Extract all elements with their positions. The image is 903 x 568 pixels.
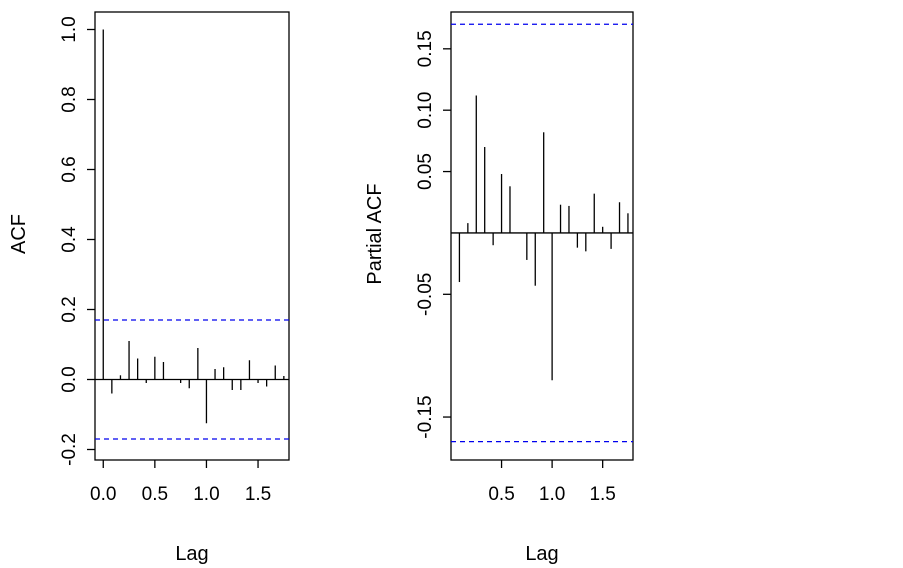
acf-y-tick-label: 0.4 [59,226,80,253]
pacf-y-tick-label: -0.05 [415,273,436,316]
acf-y-tick-label: 0.6 [59,156,80,182]
pacf-y-tick-label: 0.15 [415,30,436,67]
acf-y-tick-label: 0.2 [59,296,80,322]
pacf-x-tick-label: 0.5 [488,484,514,505]
pacf-x-axis-title: Lag [525,543,558,565]
pacf-x-tick-label: 1.0 [539,484,565,505]
acf-x-tick-label: 1.5 [245,484,271,505]
pacf-x-tick-label: 1.5 [589,484,615,505]
acf-x-tick-label: 0.5 [142,484,168,505]
pacf-y-axis-title: Partial ACF [364,183,386,284]
pacf-panel: 0.5 1.0 1.5 -0.15 -0.05 0.05 0.10 0.15 Lag Partia… [364,11,634,565]
acf-x-tick-label: 0.0 [90,484,116,505]
acf-x-tick-label: 1.0 [193,484,219,505]
acf-y-tick-label: 0.8 [59,86,80,112]
acf-plot-frame [94,11,290,461]
acf-y-tick-label: 1.0 [59,16,80,42]
pacf-plot-frame [450,11,634,461]
acf-y-axis-title: ACF [8,214,30,254]
acf-x-axis-title: Lag [175,543,208,565]
pacf-y-tick-label: 0.10 [415,92,436,129]
acf-y-tick-label: 0.0 [59,366,80,392]
acf-y-tick-label: -0.2 [59,433,80,466]
pacf-y-tick-label: 0.05 [415,153,436,190]
pacf-y-tick-label: -0.15 [415,395,436,438]
acf-panel: 0.0 0.5 1.0 1.5 -0.2 0.0 0.2 0.4 0.6 0.8 1.0 Lag ACF [8,11,290,565]
